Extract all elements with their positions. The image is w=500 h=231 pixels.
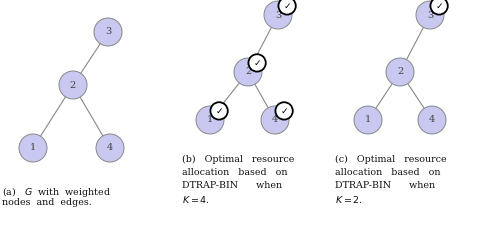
Text: 2: 2 [245,67,251,76]
Text: (a)   $G$  with  weighted: (a) $G$ with weighted [2,185,111,199]
Text: ✓: ✓ [216,106,223,116]
Circle shape [264,1,292,29]
Text: 4: 4 [429,116,435,125]
Text: allocation   based   on: allocation based on [182,168,288,177]
Text: (b)   Optimal   resource: (b) Optimal resource [182,155,294,164]
Text: 3: 3 [105,27,111,36]
Text: 1: 1 [365,116,371,125]
Text: nodes  and  edges.: nodes and edges. [2,198,92,207]
Text: 2: 2 [397,67,403,76]
Circle shape [354,106,382,134]
Circle shape [19,134,47,162]
Text: 4: 4 [272,116,278,125]
Circle shape [96,134,124,162]
Circle shape [386,58,414,86]
Text: 3: 3 [275,10,281,19]
Text: ✓: ✓ [254,58,261,67]
Circle shape [261,106,289,134]
Circle shape [430,0,448,15]
Text: 2: 2 [70,80,76,89]
Text: 4: 4 [107,143,113,152]
Text: $K = 4$.: $K = 4$. [182,194,210,205]
Circle shape [248,54,266,72]
Text: ✓: ✓ [284,1,291,10]
Text: DTRAP-BIN      when: DTRAP-BIN when [335,181,435,190]
Text: ✓: ✓ [280,106,288,116]
Circle shape [210,102,228,120]
Circle shape [59,71,87,99]
Circle shape [276,102,293,120]
Text: 3: 3 [427,10,433,19]
Text: allocation   based   on: allocation based on [335,168,440,177]
Circle shape [416,1,444,29]
Text: 1: 1 [30,143,36,152]
Circle shape [234,58,262,86]
Circle shape [418,106,446,134]
Circle shape [94,18,122,46]
Circle shape [196,106,224,134]
Circle shape [278,0,296,15]
Text: $K = 2$.: $K = 2$. [335,194,363,205]
Text: DTRAP-BIN      when: DTRAP-BIN when [182,181,282,190]
Text: (c)   Optimal   resource: (c) Optimal resource [335,155,446,164]
Text: ✓: ✓ [436,1,443,10]
Text: 1: 1 [207,116,213,125]
